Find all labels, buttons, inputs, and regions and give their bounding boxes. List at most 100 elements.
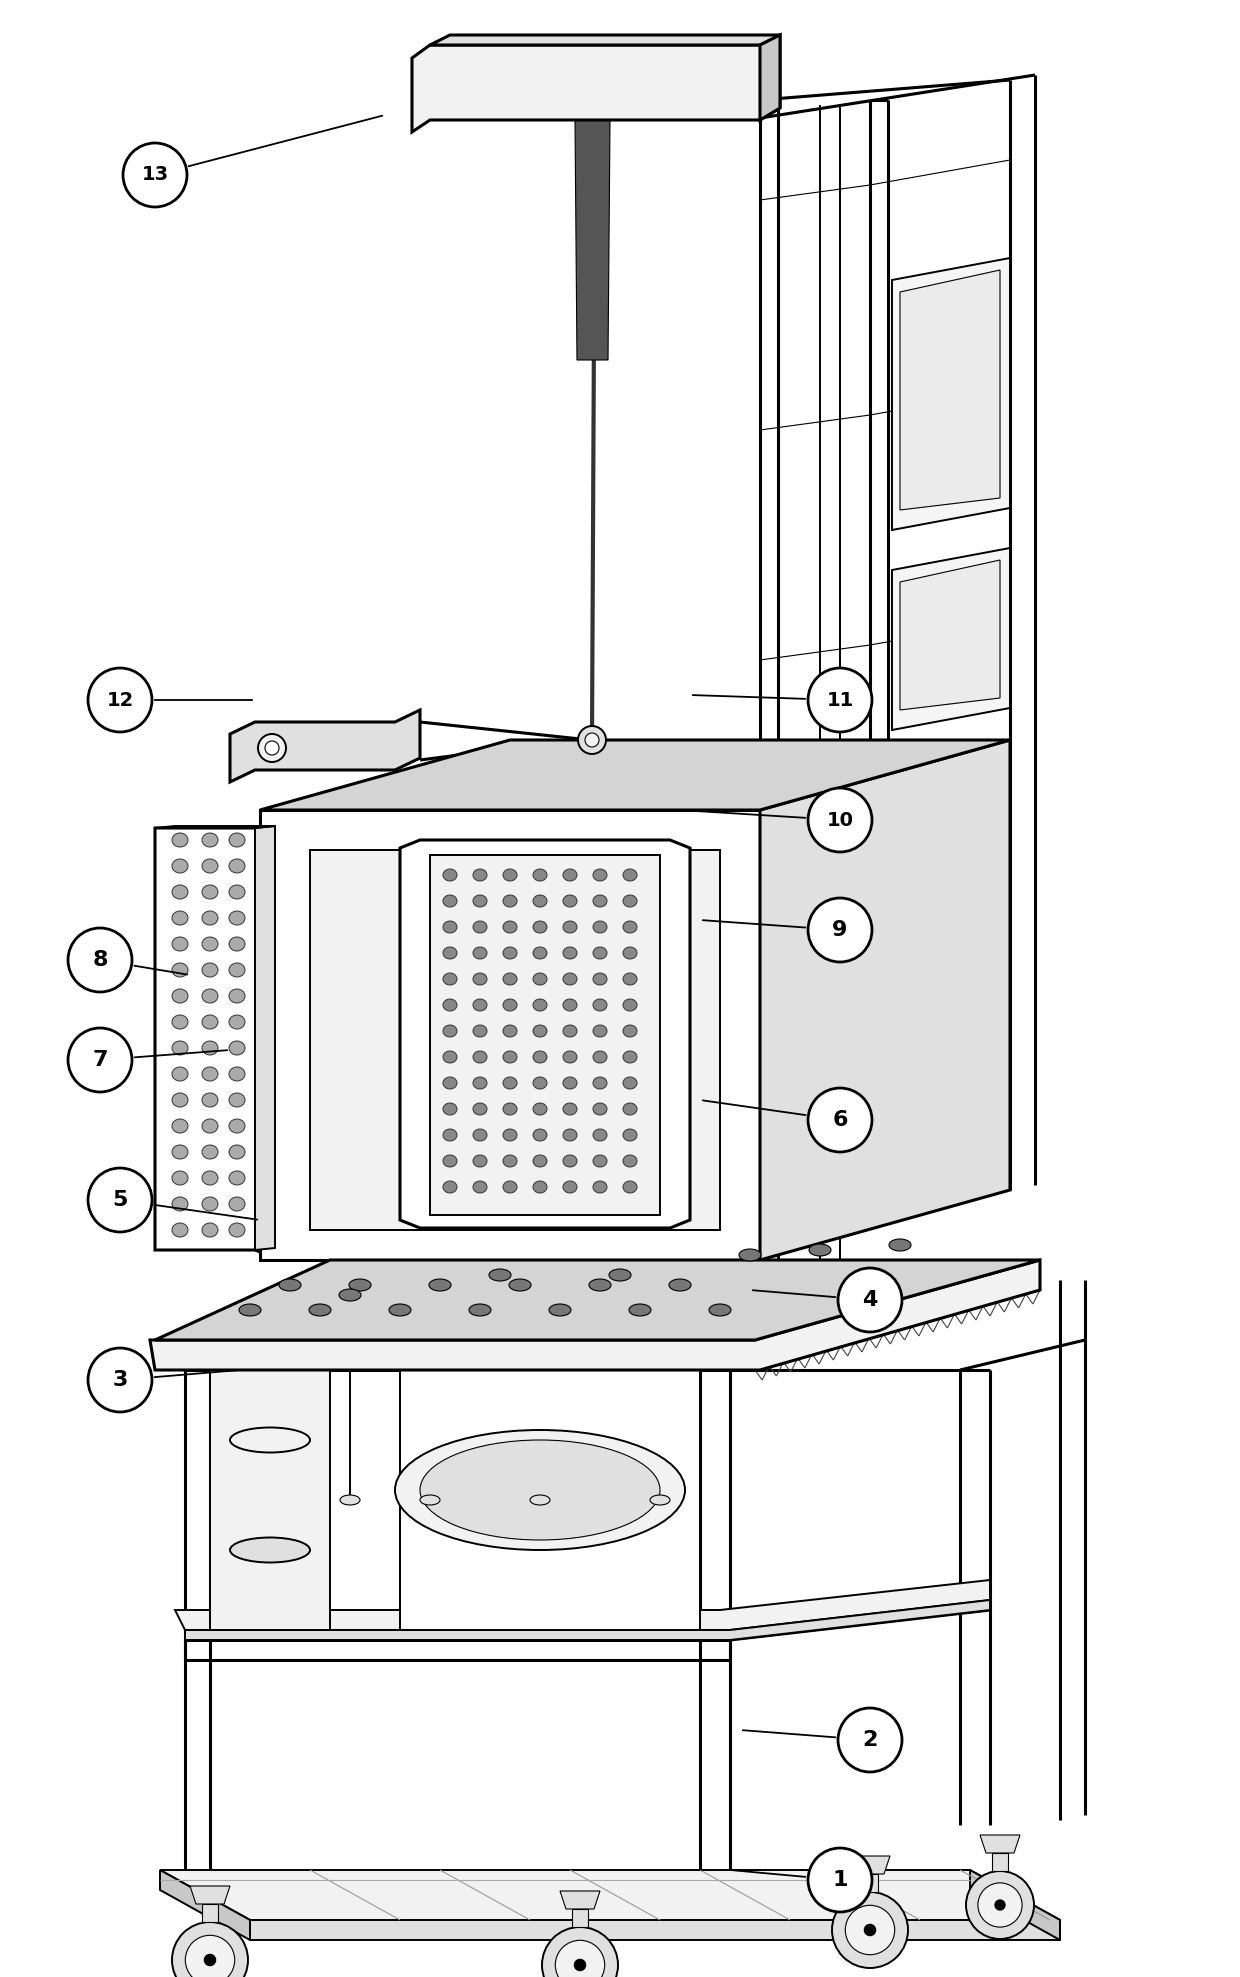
Ellipse shape (443, 1155, 458, 1166)
Text: 8: 8 (92, 951, 108, 971)
Ellipse shape (172, 963, 188, 977)
Polygon shape (760, 739, 1011, 1259)
Ellipse shape (202, 1068, 218, 1081)
Polygon shape (210, 1370, 330, 1629)
Text: 4: 4 (862, 1291, 878, 1311)
Ellipse shape (172, 1196, 188, 1212)
Ellipse shape (340, 1495, 360, 1504)
Text: 3: 3 (113, 1370, 128, 1390)
Polygon shape (401, 840, 689, 1228)
Ellipse shape (533, 1077, 547, 1089)
Ellipse shape (389, 1305, 410, 1317)
Polygon shape (430, 854, 660, 1216)
Bar (572, 1910, 588, 1928)
Circle shape (808, 1087, 872, 1153)
Ellipse shape (593, 1180, 608, 1192)
Ellipse shape (229, 1093, 246, 1107)
Ellipse shape (549, 1305, 570, 1317)
Ellipse shape (864, 1924, 875, 1935)
Ellipse shape (609, 1269, 631, 1281)
Ellipse shape (229, 832, 246, 846)
Ellipse shape (622, 1052, 637, 1064)
Ellipse shape (533, 973, 547, 985)
Ellipse shape (172, 1224, 188, 1238)
Polygon shape (430, 36, 780, 45)
Ellipse shape (202, 1224, 218, 1238)
Ellipse shape (503, 1024, 517, 1038)
Circle shape (68, 927, 131, 992)
Text: 6: 6 (832, 1109, 848, 1131)
Ellipse shape (650, 1495, 670, 1504)
Ellipse shape (508, 1279, 531, 1291)
Text: 7: 7 (92, 1050, 108, 1070)
Text: 13: 13 (141, 166, 169, 184)
Ellipse shape (205, 1955, 216, 1965)
Ellipse shape (808, 1244, 831, 1255)
Ellipse shape (503, 973, 517, 985)
Polygon shape (155, 826, 275, 828)
Ellipse shape (622, 921, 637, 933)
Ellipse shape (229, 1068, 246, 1081)
Ellipse shape (229, 1170, 246, 1184)
Ellipse shape (202, 988, 218, 1002)
Polygon shape (190, 1886, 229, 1904)
Ellipse shape (472, 1180, 487, 1192)
Ellipse shape (229, 937, 246, 951)
Ellipse shape (574, 1959, 585, 1971)
Ellipse shape (533, 947, 547, 959)
Ellipse shape (622, 1155, 637, 1166)
Polygon shape (185, 1599, 990, 1641)
Ellipse shape (472, 921, 487, 933)
Ellipse shape (472, 973, 487, 985)
Ellipse shape (593, 1103, 608, 1115)
Ellipse shape (472, 1103, 487, 1115)
Ellipse shape (503, 1180, 517, 1192)
Ellipse shape (593, 896, 608, 907)
Ellipse shape (202, 1145, 218, 1159)
Ellipse shape (229, 1427, 310, 1453)
Polygon shape (560, 1890, 600, 1910)
Ellipse shape (503, 998, 517, 1010)
Polygon shape (900, 559, 999, 710)
Ellipse shape (202, 1014, 218, 1028)
Text: 5: 5 (113, 1190, 128, 1210)
Polygon shape (892, 259, 1011, 530)
Ellipse shape (503, 947, 517, 959)
Ellipse shape (846, 1906, 895, 1955)
Circle shape (808, 668, 872, 731)
Ellipse shape (622, 870, 637, 882)
Ellipse shape (622, 896, 637, 907)
Ellipse shape (348, 1279, 371, 1291)
Ellipse shape (279, 1279, 301, 1291)
Ellipse shape (622, 1103, 637, 1115)
Circle shape (808, 898, 872, 963)
Ellipse shape (563, 1077, 577, 1089)
Ellipse shape (503, 896, 517, 907)
Ellipse shape (172, 1014, 188, 1028)
Text: 10: 10 (827, 811, 853, 830)
Ellipse shape (563, 1180, 577, 1192)
Ellipse shape (533, 1024, 547, 1038)
Ellipse shape (533, 998, 547, 1010)
Circle shape (838, 1267, 901, 1332)
Ellipse shape (503, 870, 517, 882)
Ellipse shape (172, 1119, 188, 1133)
Ellipse shape (503, 1103, 517, 1115)
Ellipse shape (593, 870, 608, 882)
Ellipse shape (172, 1145, 188, 1159)
Ellipse shape (443, 921, 458, 933)
Circle shape (88, 1168, 153, 1232)
Ellipse shape (563, 1103, 577, 1115)
Bar (202, 1904, 218, 1922)
Polygon shape (900, 271, 999, 510)
Polygon shape (150, 1259, 1040, 1370)
Ellipse shape (593, 1129, 608, 1141)
Ellipse shape (593, 973, 608, 985)
Ellipse shape (533, 1155, 547, 1166)
Ellipse shape (172, 1042, 188, 1056)
Text: 1: 1 (832, 1870, 848, 1890)
Polygon shape (155, 828, 260, 1251)
Ellipse shape (563, 921, 577, 933)
Ellipse shape (593, 1024, 608, 1038)
Ellipse shape (533, 1103, 547, 1115)
